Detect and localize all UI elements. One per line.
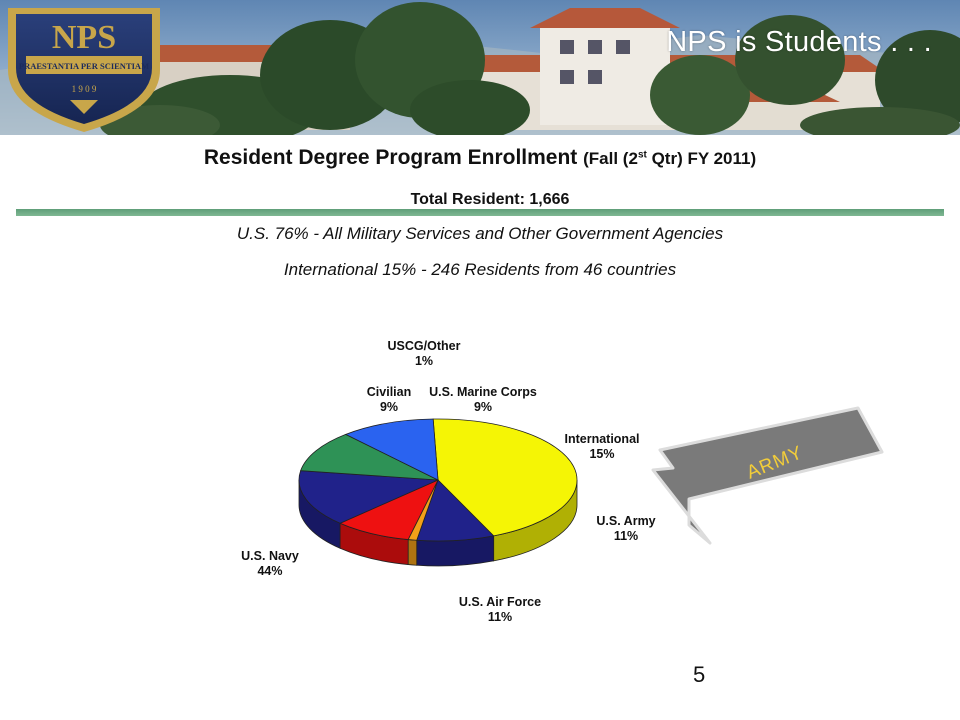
svg-text:1 9 0 9: 1 9 0 9 xyxy=(72,84,97,94)
pie-value-u-s-marine-corps: 9% xyxy=(474,400,492,414)
pie-slice-u-s-navy xyxy=(432,418,578,537)
pie-label-u-s-air-force: U.S. Air Force xyxy=(459,595,541,609)
title-main: Resident Degree Program Enrollment xyxy=(203,146,578,169)
pie-label-u-s-navy: U.S. Navy xyxy=(241,549,299,563)
pie-value-civilian: 9% xyxy=(380,400,398,414)
pie-label-u-s-marine-corps: U.S. Marine Corps xyxy=(429,385,537,399)
pie-label-international: International xyxy=(564,432,639,446)
us-summary: U.S. 76% - All Military Services and Oth… xyxy=(236,224,724,243)
pie-side-uscg-other xyxy=(407,539,418,566)
pie-value-u-s-navy: 44% xyxy=(257,564,282,578)
nps-logo: NPS PRAESTANTIA PER SCIENTIAM 1 9 0 9 xyxy=(8,8,160,132)
pie-value-u-s-air-force: 11% xyxy=(488,610,512,624)
army-arrow: ARMY xyxy=(651,406,884,545)
pie-label-civilian: Civilian xyxy=(367,385,411,399)
pie-tops xyxy=(298,418,578,542)
slide-title: Resident Degree Program Enrollment (Fall… xyxy=(0,146,960,170)
title-paren: (Fall (2st Qtr) FY 2011) xyxy=(583,149,756,168)
pie-label-u-s-army: U.S. Army xyxy=(596,514,655,528)
total-resident: Total Resident: 1,666 xyxy=(410,191,570,208)
pie-slice-u-s-marine-corps xyxy=(339,479,439,541)
page-number: 5 xyxy=(693,662,706,687)
pie-label-uscg-other: USCG/Other xyxy=(388,339,461,353)
pie-slice-u-s-air-force xyxy=(344,418,439,481)
svg-text:PRAESTANTIA PER SCIENTIAM: PRAESTANTIA PER SCIENTIAM xyxy=(19,61,149,71)
arrow-shape xyxy=(651,406,884,545)
divider-rule xyxy=(16,209,944,216)
pie-slice-u-s-army xyxy=(300,433,439,481)
pie-value-uscg-other: 1% xyxy=(415,354,433,368)
header-banner: NPS PRAESTANTIA PER SCIENTIAM 1 9 0 9 NP… xyxy=(0,0,960,135)
title-sup: st xyxy=(637,149,647,161)
title-paren-a: (Fall (2 xyxy=(583,149,638,168)
international-summary: International 15% - 246 Residents from 4… xyxy=(283,260,677,279)
pie-value-u-s-army: 11% xyxy=(614,529,638,543)
pie-slice-international xyxy=(298,470,439,524)
svg-text:NPS: NPS xyxy=(52,19,116,56)
campus-photo xyxy=(0,0,960,135)
title-paren-b: Qtr) FY 2011) xyxy=(646,149,757,168)
pie-slice-civilian xyxy=(416,479,495,542)
pie-value-international: 15% xyxy=(589,447,614,461)
corner-title: NPS is Students . . . xyxy=(666,26,932,58)
